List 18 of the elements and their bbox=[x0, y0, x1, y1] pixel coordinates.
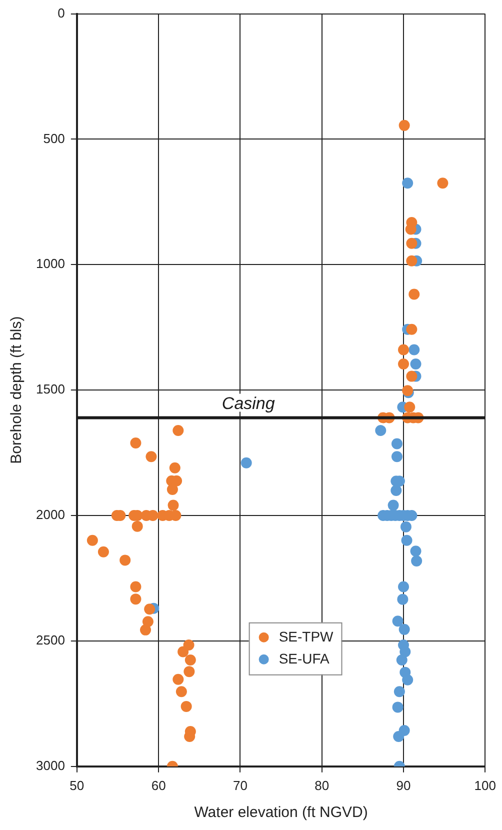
x-tick-label: 50 bbox=[70, 778, 84, 793]
y-tick-label: 1500 bbox=[36, 382, 65, 397]
legend-label: SE-UFA bbox=[278, 650, 330, 666]
y-tick-label: 2500 bbox=[36, 632, 65, 648]
y-tick-label: 3000 bbox=[36, 758, 65, 773]
x-tick-label: 100 bbox=[474, 778, 496, 793]
y-tick-label: 2000 bbox=[36, 507, 65, 522]
legend-label: SE-TPW bbox=[278, 628, 334, 644]
x-tick-label: 90 bbox=[396, 778, 411, 793]
ref-line-label: Casing bbox=[222, 394, 276, 413]
y-tick-label: 0 bbox=[58, 5, 65, 20]
x-tick-label: 70 bbox=[232, 778, 248, 793]
y-tick-label: 500 bbox=[43, 130, 65, 146]
x-tick-label: 80 bbox=[314, 778, 330, 793]
y-tick-label: 1000 bbox=[36, 256, 65, 272]
x-tick-label: 60 bbox=[151, 778, 166, 793]
x-axis-title: Water elevation (ft NGVD) bbox=[194, 804, 368, 822]
y-axis-title: Borehole depth (ft bls) bbox=[8, 316, 26, 464]
